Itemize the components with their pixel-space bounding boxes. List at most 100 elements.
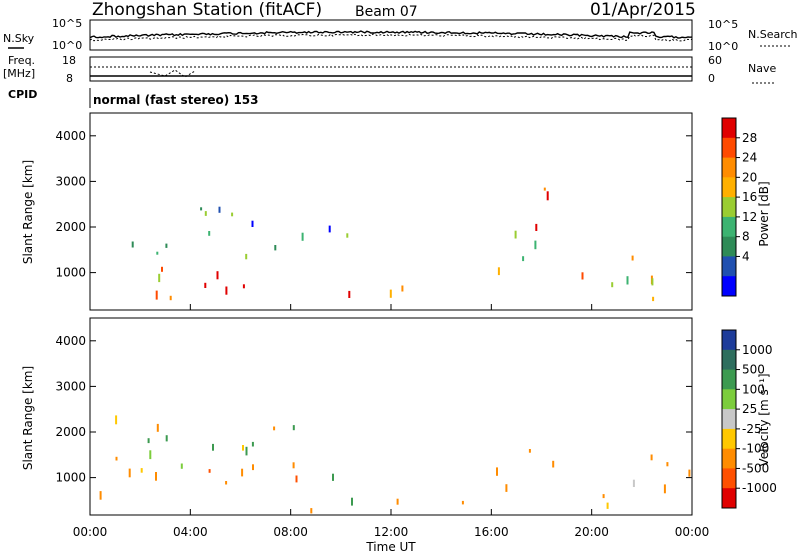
y-tick-label: 3000 bbox=[55, 174, 86, 188]
colorbar-swatch bbox=[722, 157, 736, 178]
heatmap-cell bbox=[200, 207, 203, 211]
noise-left-label: N.Sky bbox=[3, 32, 35, 45]
heatmap-cell bbox=[161, 266, 163, 272]
heatmap-cell bbox=[252, 464, 254, 471]
noise-right-tick-bottom: 10^0 bbox=[708, 40, 738, 53]
heatmap-cell bbox=[497, 267, 500, 276]
heatmap-cell bbox=[396, 498, 399, 505]
heatmap-cell bbox=[602, 494, 605, 499]
x-tick-label: 00:00 bbox=[73, 525, 108, 539]
colorbar-swatch bbox=[722, 448, 736, 469]
freq-panel: Freq. [MHz] 18 8 60 0 Nave bbox=[3, 54, 776, 85]
colorbar-swatch bbox=[722, 428, 736, 450]
heatmap-cell bbox=[208, 231, 211, 236]
y-tick-label: 4000 bbox=[55, 334, 86, 348]
heatmap-cell bbox=[158, 273, 161, 283]
heatmap-cell bbox=[626, 276, 629, 285]
heatmap-cell bbox=[140, 468, 143, 473]
colorbar-swatch bbox=[722, 488, 736, 509]
heatmap-cell bbox=[351, 497, 353, 506]
colorbar-swatch bbox=[722, 409, 736, 430]
heatmap-cell bbox=[606, 502, 609, 509]
heatmap-cell bbox=[663, 484, 666, 494]
station-title: Zhongshan Station (fitACF) bbox=[92, 0, 322, 20]
date-title: 01/Apr/2015 bbox=[590, 0, 696, 20]
colorbar-tick-label: 8 bbox=[742, 230, 750, 244]
heatmap-cell bbox=[156, 423, 159, 432]
heatmap-cell bbox=[245, 446, 248, 456]
heatmap-cell bbox=[546, 191, 549, 201]
heatmap-cell bbox=[251, 220, 254, 227]
x-tick-label: 08:00 bbox=[273, 525, 308, 539]
heatmap-cell bbox=[688, 469, 691, 477]
colorbar-swatch bbox=[722, 468, 736, 489]
heatmap-cell bbox=[348, 290, 351, 298]
cpid-mode: normal (fast stereo) 153 bbox=[93, 93, 259, 107]
power-panel-bg bbox=[90, 113, 692, 310]
heatmap-cell bbox=[652, 296, 655, 302]
power-panel: 4000 3000 2000 1000 bbox=[55, 112, 693, 311]
heatmap-cell bbox=[651, 278, 654, 286]
heatmap-cell bbox=[346, 233, 349, 238]
freq-left-tick-bottom: 8 bbox=[66, 72, 73, 85]
colorbar-tick-label: 24 bbox=[742, 151, 757, 165]
noise-left-tick-top: 10^5 bbox=[52, 17, 82, 30]
heatmap-cell bbox=[332, 473, 334, 481]
noise-right-label: N.Search bbox=[748, 28, 798, 41]
heatmap-cell bbox=[165, 243, 168, 248]
colorbar-swatch bbox=[722, 276, 736, 297]
colorbar-tick-label: 1000 bbox=[742, 343, 773, 357]
y-tick-label: 2000 bbox=[55, 425, 86, 439]
heatmap-cell bbox=[231, 212, 234, 217]
x-axis: 00:00 04:00 08:00 12:00 16:00 20:00 00:00 bbox=[73, 304, 709, 539]
heatmap-cell bbox=[274, 245, 277, 251]
noise-right-tick-top: 10^5 bbox=[708, 18, 738, 31]
heatmap-cell bbox=[534, 240, 537, 250]
heatmap-cell bbox=[552, 460, 555, 468]
heatmap-cell bbox=[241, 468, 244, 477]
heatmap-cell bbox=[212, 443, 214, 451]
velocity-data-layer bbox=[99, 415, 691, 514]
heatmap-cell bbox=[328, 225, 331, 233]
colorbar-tick-label: -1000 bbox=[742, 481, 777, 495]
x-tick-label: 20:00 bbox=[574, 525, 609, 539]
heatmap-cell bbox=[115, 415, 118, 425]
heatmap-cell bbox=[251, 441, 254, 447]
heatmap-cell bbox=[496, 467, 498, 476]
colorbar-tick-label: 16 bbox=[742, 190, 757, 204]
freq-label-line1: Freq. bbox=[8, 54, 35, 67]
heatmap-cell bbox=[535, 223, 538, 231]
freq-label-line2: [MHz] bbox=[3, 67, 35, 80]
heatmap-cell bbox=[147, 438, 150, 444]
heatmap-cell bbox=[242, 284, 245, 289]
x-tick-label: 12:00 bbox=[374, 525, 409, 539]
colorbar-tick-label: -100 bbox=[742, 442, 769, 456]
heatmap-cell bbox=[301, 232, 304, 241]
colorbar-swatch bbox=[722, 118, 736, 139]
power-ylabel: Slant Range [km] bbox=[21, 160, 35, 264]
cpid-label: CPID bbox=[8, 88, 37, 101]
heatmap-cell bbox=[401, 285, 404, 292]
heatmap-cell bbox=[169, 295, 172, 301]
heatmap-cell bbox=[389, 289, 392, 298]
heatmap-cell bbox=[149, 450, 152, 460]
nave-label: Nave bbox=[748, 62, 776, 75]
heatmap-cell bbox=[505, 484, 508, 492]
y-tick-label: 1000 bbox=[55, 471, 86, 485]
heatmap-cell bbox=[666, 462, 669, 467]
colorbar-swatch bbox=[722, 349, 736, 371]
y-tick-label: 3000 bbox=[55, 379, 86, 393]
noise-left-tick-bottom: 10^0 bbox=[52, 39, 82, 52]
colorbar-tick-label: 25 bbox=[742, 402, 757, 416]
heatmap-cell bbox=[514, 230, 517, 239]
heatmap-cell bbox=[225, 286, 228, 295]
freq-right-tick-top: 60 bbox=[708, 54, 722, 67]
heatmap-cell bbox=[310, 508, 313, 514]
heatmap-cell bbox=[204, 282, 207, 288]
heatmap-cell bbox=[650, 454, 653, 461]
colorbar-tick-label: 500 bbox=[742, 363, 765, 377]
velocity-colorbar: 1000 500 100 25 -25 -100 -500 -1000 bbox=[721, 329, 777, 509]
noise-panel: N.Sky 10^5 10^0 10^5 10^0 N.Search bbox=[3, 17, 798, 53]
velocity-panel: 4000 3000 2000 1000 bbox=[55, 317, 693, 516]
